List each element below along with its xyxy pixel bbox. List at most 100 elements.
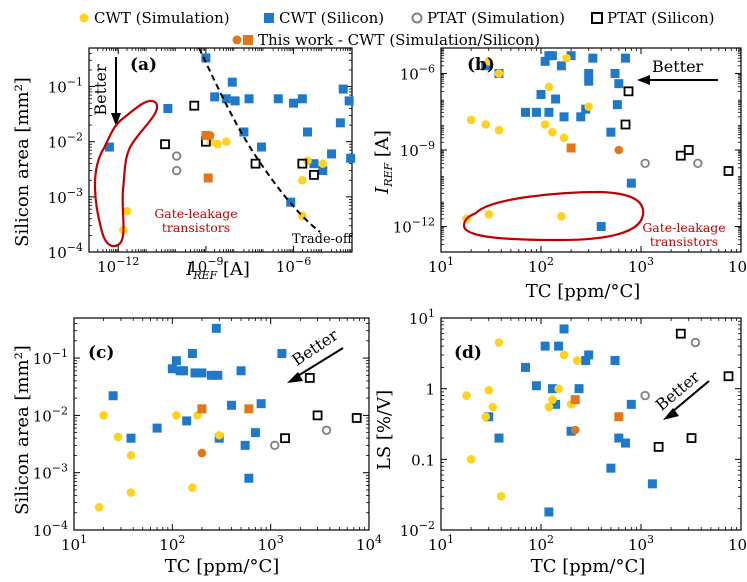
panel-a-point-cwt-silicon: [297, 94, 307, 104]
panel-d-y-axis-title: LS [%/V]: [374, 390, 395, 470]
panel-d-point-this-work: [570, 425, 580, 435]
panel-d-point-cwt-silicon: [531, 381, 541, 391]
panel-a-point-ptat-silicon: [189, 100, 200, 111]
panel-a-point-cwt-simulation: [318, 159, 328, 168]
panel-d-better-arrowhead: [663, 408, 679, 420]
panel-b-gate-leakage-outline: [462, 190, 645, 242]
legend-label-cwt-si: CWT (Silicon): [279, 9, 384, 27]
panel-b-point-this-work: [614, 145, 624, 155]
panel-b-point-cwt-silicon: [536, 90, 546, 100]
panel-b-point-cwt-silicon: [621, 53, 631, 63]
panel-b-point-cwt-simulation: [494, 125, 504, 135]
panel-a-point-cwt-silicon: [239, 127, 249, 137]
panel-d-point-cwt-silicon: [551, 399, 561, 409]
panel-c-y-tick-label: 10−2: [33, 404, 68, 425]
panel-d-point-cwt-simulation: [462, 391, 471, 400]
panel-d-point-cwt-simulation: [548, 395, 557, 404]
panel-b-gate-leakage-label: Gate-leakage transistors: [642, 220, 725, 249]
panel-c-y-axis-title: Silicon area [mm²]: [12, 345, 33, 515]
panel-a-point-ptat-simulation: [171, 165, 182, 176]
panel-d-point-cwt-silicon: [606, 463, 616, 473]
panel-b: 101 102 103 104 10−12 10−9 10−6 (b) IREF [A] T…: [372, 47, 747, 302]
panel-a-point-cwt-simulation: [213, 139, 222, 149]
panel-b-point-cwt-simulation: [494, 69, 504, 78]
panel-a-better-arrowhead: [111, 113, 121, 126]
panel-d-point-cwt-silicon: [574, 384, 584, 394]
panel-d-x-tick-label: 101: [428, 533, 454, 554]
panel-c-point-ptat-simulation: [270, 440, 280, 451]
panel-a-label: (a): [130, 55, 157, 75]
panel-d-point-cwt-simulation: [554, 384, 563, 393]
panel-c-point-cwt-silicon: [126, 433, 136, 443]
panel-a-point-cwt-silicon: [327, 149, 337, 159]
panel-a-tradeoff-label: Trade-off: [292, 232, 354, 247]
panel-a-point-this-work: [205, 131, 215, 140]
panel-d-point-ptat-simulation: [640, 390, 650, 401]
panel-b-point-ptat-silicon: [723, 166, 734, 176]
panel-a-point-cwt-simulation: [222, 137, 231, 146]
panel-d-point-cwt-silicon: [544, 507, 554, 517]
panel-b-point-cwt-silicon: [606, 127, 616, 137]
panel-b-point-cwt-simulation: [466, 115, 476, 125]
panel-b-better-label: Better: [652, 57, 704, 76]
panel-a-point-cwt-silicon: [221, 94, 231, 104]
panel-c-point-cwt-simulation: [214, 430, 224, 440]
panel-c-point-this-work: [197, 404, 207, 414]
panel-b-point-cwt-simulation: [584, 102, 594, 111]
panel-b-point-cwt-simulation: [540, 120, 550, 129]
panel-d-point-cwt-silicon: [610, 356, 620, 366]
panel-a-y-tick-label: 10−1: [48, 76, 83, 97]
panel-c-point-cwt-silicon: [187, 349, 197, 359]
panel-a-point-cwt-silicon: [210, 92, 220, 102]
panel-b-point-cwt-simulation: [484, 57, 494, 66]
panel-b-point-cwt-silicon: [481, 61, 491, 71]
legend-marker-this-work-sim: [232, 35, 242, 45]
panel-c-plot-area: 101 102 103 104 10−4 10−3 10−2 10−1: [33, 317, 382, 554]
panel-c-point-cwt-silicon: [227, 400, 237, 410]
panel-b-point-cwt-silicon: [556, 61, 566, 71]
panel-c-y-tick-label: 10−1: [33, 347, 68, 368]
panel-b-point-cwt-silicon: [544, 107, 554, 117]
panel-b-point-ptat-simulation: [693, 158, 703, 169]
panel-c-point-cwt-silicon: [182, 416, 192, 426]
panel-c-label: (c): [88, 343, 114, 363]
panel-d-point-cwt-silicon: [626, 399, 636, 409]
panel-a-point-ptat-silicon: [250, 158, 261, 169]
panel-a-better-label: Better: [91, 64, 110, 116]
panel-d-better-arrow: [671, 380, 710, 413]
panel-c-point-this-work: [244, 404, 254, 414]
panel-a-x-tick-label: 10−9: [188, 255, 223, 276]
panel-d-point-cwt-simulation: [496, 491, 506, 501]
panel-a-point-cwt-silicon: [318, 166, 328, 176]
panel-a-point-cwt-silicon: [163, 103, 173, 113]
panel-b-point-cwt-silicon: [588, 53, 598, 63]
panel-d-point-ptat-silicon: [723, 371, 734, 382]
panel-a-point-ptat-silicon: [309, 170, 319, 180]
legend-marker-this-work-si: [243, 35, 253, 45]
panel-b-y-axis-title: IREF [A]: [372, 130, 395, 195]
panel-a-x-tick-label: 10−6: [276, 255, 311, 276]
panel-b-y-tick-label: 10−9: [400, 139, 435, 160]
panel-d-point-ptat-silicon: [686, 433, 697, 443]
legend-marker-cwt-si: [264, 13, 274, 23]
panel-a-x-axis-title: IREF [A]: [185, 259, 250, 282]
panel-d: 101 102 103 104 10−2 0.1 1 101 (d) LS [%/V] TC …: [374, 307, 747, 577]
panel-a-y-tick-label: 10−3: [48, 186, 83, 207]
panel-a-point-cwt-silicon: [346, 153, 356, 163]
panel-c-point-cwt-silicon: [171, 356, 181, 366]
panel-c-point-cwt-simulation: [94, 502, 104, 512]
panel-d-point-cwt-silicon: [554, 341, 564, 351]
panel-d-y-tick-label: 101: [409, 307, 435, 328]
panel-d-point-cwt-silicon: [494, 433, 504, 443]
panel-d-y-tick-label: 1: [425, 381, 435, 399]
panel-b-point-cwt-silicon: [614, 79, 624, 89]
panel-c-point-cwt-silicon: [108, 391, 118, 401]
panel-b-x-tick-label: 103: [628, 255, 654, 276]
panel-b-point-ptat-silicon: [620, 119, 631, 130]
panel-c-x-tick-label: 103: [258, 533, 284, 554]
panel-c-point-cwt-silicon: [277, 349, 287, 359]
legend-label-ptat-si: PTAT (Silicon): [607, 9, 715, 27]
panel-d-point-cwt-simulation: [559, 350, 569, 360]
panel-c-point-cwt-silicon: [240, 440, 250, 450]
panel-d-point-cwt-silicon: [647, 479, 657, 489]
